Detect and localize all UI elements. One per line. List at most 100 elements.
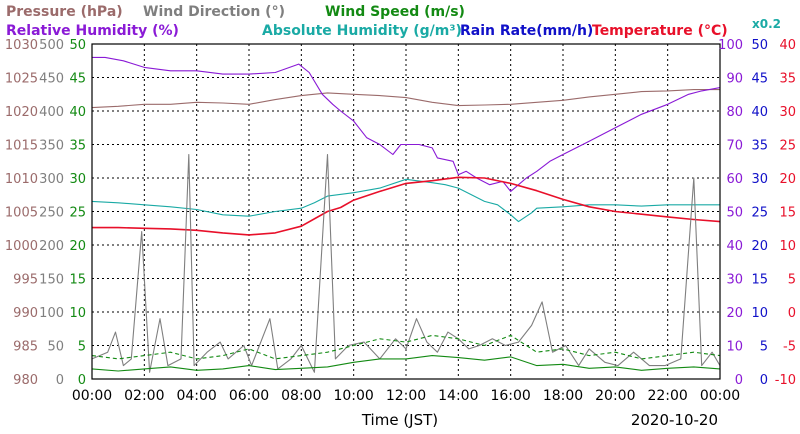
axis-tick-labels: 1030102510201015101010051000995990985980… [5, 38, 796, 404]
tick-label-temperature: 40 [779, 38, 796, 53]
tick-label-wind-direction: 400 [39, 105, 64, 120]
tick-label-temperature: 25 [779, 139, 796, 154]
tick-label-pressure: 1015 [5, 139, 38, 154]
x-tick-label: 00:00 [72, 388, 112, 404]
tick-label-relative-humidity: 90 [726, 72, 743, 87]
tick-label-relative-humidity: 0 [735, 373, 743, 388]
tick-label-wind-direction: 200 [39, 239, 64, 254]
tick-label-rain-rate: 45 [751, 72, 768, 87]
legend-pressure: Pressure (hPa) [6, 4, 123, 20]
tick-label-rain-rate: 40 [751, 105, 768, 120]
tick-label-wind-speed: 5 [78, 340, 86, 355]
tick-label-pressure: 1020 [5, 105, 38, 120]
grid-lines [92, 44, 720, 379]
series-line-wind-speed-max [91, 334, 721, 360]
series-line-pressure [91, 89, 720, 109]
tick-label-relative-humidity: 100 [718, 38, 743, 53]
tick-label-wind-direction: 350 [39, 139, 64, 154]
x-tick-label: 04:00 [176, 388, 216, 404]
x-tick-label: 16:00 [490, 388, 530, 404]
tick-label-temperature: 10 [779, 239, 796, 254]
tick-label-pressure: 1010 [5, 172, 38, 187]
tick-label-pressure: 1005 [5, 206, 38, 221]
tick-label-temperature: -10 [775, 373, 796, 388]
tick-label-rain-rate: 15 [751, 273, 768, 288]
tick-label-wind-direction: 300 [39, 172, 64, 187]
legend-rain-rate: Rain Rate(mm/h) [460, 23, 593, 39]
legend-temperature: Temperature (°C) [592, 23, 728, 39]
plot-frame [91, 43, 721, 380]
tick-label-temperature: 30 [779, 105, 796, 120]
tick-label-wind-direction: 100 [39, 306, 64, 321]
tick-label-rain-rate: 5 [760, 340, 768, 355]
series-line-relative-humidity [92, 56, 721, 192]
x-tick-label: 00:00 [700, 388, 740, 404]
tick-label-relative-humidity: 60 [726, 172, 743, 187]
tick-label-wind-direction: 450 [39, 72, 64, 87]
series-line-wind-direction [91, 153, 721, 373]
tick-label-pressure: 1025 [5, 72, 38, 87]
tick-label-wind-speed: 0 [78, 373, 86, 388]
x-tick-label: 18:00 [543, 388, 583, 404]
tick-label-wind-direction: 150 [39, 273, 64, 288]
tick-label-temperature: -5 [783, 340, 796, 355]
tick-label-wind-speed: 15 [69, 273, 86, 288]
tick-label-temperature: 20 [779, 172, 796, 187]
legend-wind-speed: Wind Speed (m/s) [325, 4, 465, 20]
tick-label-wind-speed: 50 [69, 38, 86, 53]
legend-absolute-humidity: Absolute Humidity (g/m³) [262, 23, 462, 39]
tick-label-temperature: 35 [779, 72, 796, 87]
x-tick-label: 14:00 [438, 388, 478, 404]
tick-label-rain-rate: 30 [751, 172, 768, 187]
tick-label-wind-speed: 40 [69, 105, 86, 120]
tick-label-pressure: 980 [13, 373, 38, 388]
x-tick-label: 06:00 [229, 388, 269, 404]
tick-label-pressure: 995 [13, 273, 38, 288]
tick-label-temperature: 0 [788, 306, 796, 321]
tick-label-relative-humidity: 40 [726, 239, 743, 254]
x-tick-label: 22:00 [647, 388, 687, 404]
tick-label-wind-direction: 500 [39, 38, 64, 53]
tick-label-wind-speed: 10 [69, 306, 86, 321]
tick-label-pressure: 1030 [5, 38, 38, 53]
x-tick-label: 10:00 [333, 388, 373, 404]
tick-label-wind-direction: 50 [47, 340, 64, 355]
tick-label-rain-rate: 0 [760, 373, 768, 388]
legend-wind-direction: Wind Direction (°) [143, 4, 285, 20]
x-axis-title: Time (JST) [361, 411, 438, 429]
date-label: 2020-10-20 [631, 411, 718, 429]
tick-label-relative-humidity: 80 [726, 105, 743, 120]
tick-label-rain-rate: 25 [751, 206, 768, 221]
tick-label-wind-speed: 45 [69, 72, 86, 87]
tick-label-rain-rate: 20 [751, 239, 768, 254]
legend-abs-humidity-scale: x0.2 [752, 17, 781, 31]
tick-label-pressure: 985 [13, 340, 38, 355]
tick-label-relative-humidity: 50 [726, 206, 743, 221]
tick-label-wind-speed: 30 [69, 172, 86, 187]
tick-label-relative-humidity: 10 [726, 340, 743, 355]
tick-label-wind-speed: 20 [69, 239, 86, 254]
tick-label-pressure: 1000 [5, 239, 38, 254]
tick-label-temperature: 15 [779, 206, 796, 221]
tick-label-pressure: 990 [13, 306, 38, 321]
tick-label-wind-direction: 0 [56, 373, 64, 388]
series-line-temperature [92, 176, 721, 236]
tick-label-relative-humidity: 20 [726, 306, 743, 321]
tick-label-rain-rate: 10 [751, 306, 768, 321]
series-line-wind-speed [91, 355, 721, 372]
tick-label-relative-humidity: 30 [726, 273, 743, 288]
tick-label-wind-direction: 250 [39, 206, 64, 221]
legend-relative-humidity: Relative Humidity (%) [6, 23, 179, 39]
tick-label-wind-speed: 35 [69, 139, 86, 154]
tick-label-relative-humidity: 70 [726, 139, 743, 154]
x-tick-label: 20:00 [595, 388, 635, 404]
tick-label-rain-rate: 50 [751, 38, 768, 53]
tick-label-wind-speed: 25 [69, 206, 86, 221]
series-line-absolute-humidity [91, 178, 720, 223]
tick-label-rain-rate: 35 [751, 139, 768, 154]
x-tick-label: 02:00 [124, 388, 164, 404]
x-tick-label: 08:00 [281, 388, 321, 404]
x-tick-label: 12:00 [386, 388, 426, 404]
tick-label-temperature: 5 [788, 273, 796, 288]
